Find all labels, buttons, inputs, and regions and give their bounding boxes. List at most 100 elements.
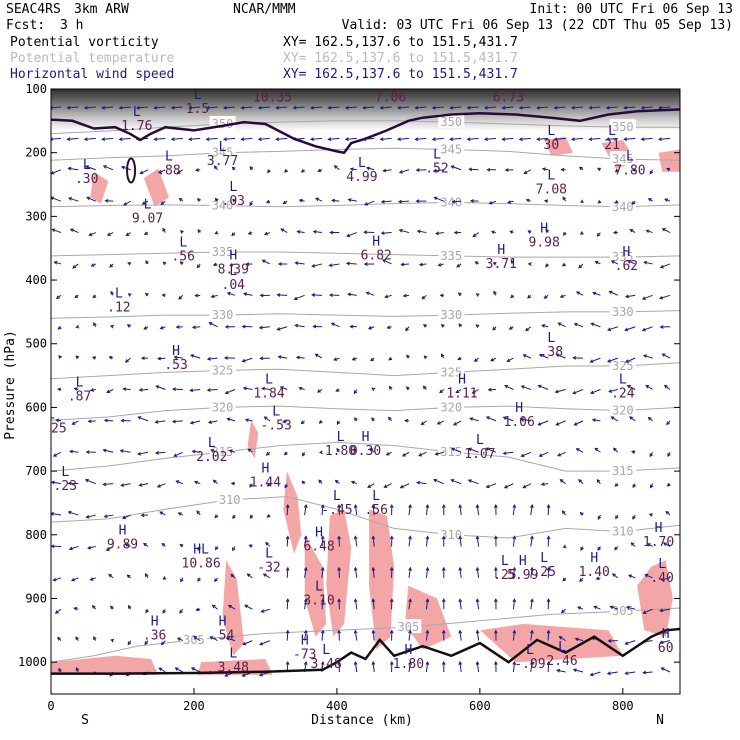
- wind-vector: [297, 231, 305, 234]
- wind-vector: [560, 479, 566, 485]
- wind-vector-head: [512, 504, 517, 509]
- hl-marker-type: L: [501, 554, 509, 569]
- wind-vector: [171, 137, 183, 140]
- wind-vector-head: [275, 105, 280, 110]
- wind-vector-head: [125, 232, 130, 237]
- y-tick-label: 500: [25, 337, 47, 351]
- wind-vector-head: [195, 607, 200, 612]
- hl-marker-value: .40: [650, 571, 673, 586]
- wind-vector-head: [275, 137, 280, 142]
- wind-vector-head: [441, 535, 446, 540]
- wind-vector-head: [119, 449, 124, 453]
- wind-vector-head: [371, 504, 376, 509]
- wind-vector: [210, 449, 218, 453]
- axes: 100 200 300 400 500 600 700 800 900 1000 0 200 400 60…: [18, 82, 680, 713]
- hl-marker-value: -.53: [260, 418, 291, 433]
- wind-vector-head: [493, 629, 498, 634]
- wind-vector-head: [261, 386, 266, 391]
- wind-vector-head: [486, 167, 491, 172]
- wind-vector: [241, 106, 253, 109]
- hl-marker-value: 0.30: [350, 444, 381, 459]
- wind-vector-head: [143, 326, 148, 330]
- wind-vector: [380, 137, 392, 140]
- wind-vector: [104, 514, 114, 518]
- wind-vector: [512, 536, 516, 547]
- wind-vector-head: [661, 228, 666, 232]
- wind-vector-head: [172, 387, 176, 392]
- wind-vector-head: [363, 230, 368, 235]
- wind-vector-head: [66, 105, 71, 110]
- wind-vector: [425, 599, 429, 610]
- wind-vector-head: [173, 355, 178, 360]
- wind-vector-head: [143, 231, 148, 235]
- hl-marker: L.24: [611, 373, 635, 402]
- wind-vector: [419, 263, 427, 266]
- wind-vector: [574, 323, 584, 328]
- hl-marker-value: 1.40: [579, 565, 610, 580]
- hl-marker-value: .56: [171, 250, 194, 265]
- theta-label: 340: [612, 200, 634, 214]
- wind-vector: [102, 137, 114, 140]
- theta-label: 330: [212, 308, 234, 322]
- hl-marker-value: 1.5: [186, 102, 209, 117]
- hl-marker: L.25: [493, 554, 516, 583]
- wind-vector-head: [626, 385, 631, 389]
- wind-vector-head: [245, 262, 250, 266]
- wind-vector-head: [85, 514, 90, 519]
- wind-vector-head: [475, 324, 480, 328]
- wind-vector-head: [312, 324, 317, 329]
- wind-vector-head: [209, 636, 214, 640]
- wind-vector: [85, 165, 96, 171]
- wind-vector-head: [553, 105, 558, 110]
- wind-vector: [123, 388, 131, 390]
- wind-vector: [278, 356, 288, 359]
- wind-vector: [606, 106, 618, 109]
- wind-vector: [304, 536, 307, 547]
- wind-vector-head: [456, 263, 461, 268]
- wind-vector: [556, 353, 566, 359]
- theta-label-bg: [609, 249, 636, 264]
- wind-vector-head: [110, 638, 115, 643]
- wind-vector: [593, 605, 601, 610]
- wind-vector-head: [227, 604, 232, 609]
- hl-marker: L.87: [68, 376, 91, 405]
- wind-vector-head: [597, 546, 601, 551]
- wind-vector-head: [277, 355, 282, 359]
- wind-vector-head: [554, 389, 559, 394]
- hl-marker: H1.80: [393, 643, 424, 672]
- wind-vector: [415, 106, 427, 109]
- wind-vector-head: [294, 261, 299, 265]
- wind-vector-head: [188, 105, 193, 110]
- wind-vector-head: [510, 259, 515, 264]
- wind-vector-head: [642, 610, 647, 614]
- wind-vector: [607, 326, 618, 331]
- wind-vector: [189, 137, 201, 140]
- wind-vector: [537, 137, 549, 140]
- wind-vector: [225, 389, 236, 394]
- wind-vector-head: [162, 227, 166, 232]
- wind-vector-head: [379, 105, 384, 110]
- wind-vector-head: [55, 418, 60, 423]
- hl-marker: H1.06: [504, 401, 535, 430]
- wind-vector: [662, 353, 671, 359]
- wind-vector: [190, 389, 201, 392]
- hl-marker-value: 1.70: [643, 535, 674, 550]
- wind-vector-head: [176, 170, 181, 174]
- wind-vector-head: [379, 137, 384, 142]
- wind-vector-head: [555, 353, 560, 358]
- wind-vector-head: [282, 200, 287, 205]
- wind-vector: [664, 385, 671, 390]
- wind-vector-head: [647, 197, 652, 202]
- theta-contour: [51, 496, 680, 539]
- wind-vector-head: [645, 229, 650, 233]
- field-name-wind: Horizontal wind speed: [10, 67, 174, 82]
- wind-vector-head: [257, 105, 262, 110]
- wind-vector-head: [629, 229, 634, 233]
- wind-vector-head: [54, 610, 59, 614]
- wind-vector-head: [493, 566, 498, 571]
- wind-vector-head: [214, 514, 219, 519]
- hl-marker-value: 6.82: [361, 248, 392, 263]
- wind-vector: [659, 294, 671, 299]
- hl-marker: L.88: [157, 150, 180, 179]
- wind-vector-head: [191, 449, 196, 454]
